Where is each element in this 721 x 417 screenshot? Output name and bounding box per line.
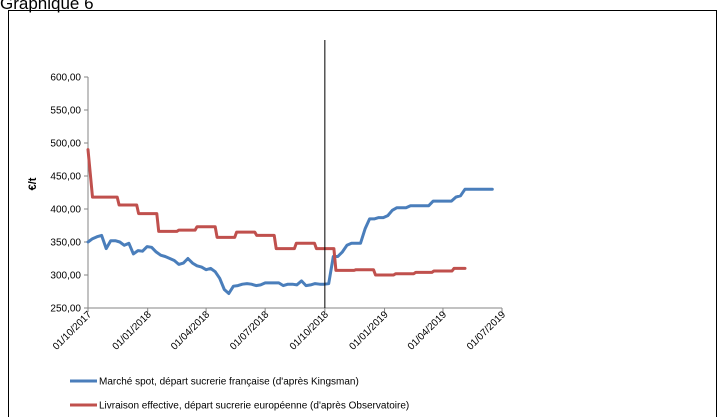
y-axis-label: €/t [27,177,39,190]
y-tick-label: 250,00 [50,304,81,315]
legend-label: Marché spot, départ sucrerie française (… [99,377,359,388]
x-tick-label: 01/07/2018 [228,309,271,352]
y-tick-label: 350,00 [50,238,81,249]
legend-label: Livraison effective, départ sucrerie eur… [99,401,409,412]
x-tick-label: 01/01/2018 [111,309,154,352]
y-tick-label: 300,00 [50,271,81,282]
series-lines [86,148,494,295]
y-tick-label: 500,00 [50,139,81,150]
y-tick-label: 450,00 [50,172,81,183]
x-tick-label: 01/01/2019 [347,309,390,352]
x-tick-label: 01/10/2018 [288,309,331,352]
chart-heading: Graphique 6 [0,0,94,13]
x-tick-label: 01/10/2017 [51,309,94,352]
series-line-marche-spot [86,187,494,295]
y-tick-label: 600,00 [50,73,81,84]
x-tick-label: 01/04/2018 [169,309,212,352]
x-axis: 01/10/2017 01/01/2018 01/04/2018 01/07/2018… [51,307,508,353]
y-tick-label: 550,00 [50,106,81,117]
series-line-livraison-effective [86,148,467,277]
x-tick-label: 01/04/2019 [406,309,449,352]
y-tick-label: 400,00 [50,205,81,216]
x-tick-label: 01/07/2019 [465,309,508,352]
legend: Marché spot, départ sucrerie française (… [70,377,409,412]
y-axis: 250,00 300,00 350,00 400,00 450,00 500,00 550,… [50,73,89,315]
chart-frame [8,10,717,417]
